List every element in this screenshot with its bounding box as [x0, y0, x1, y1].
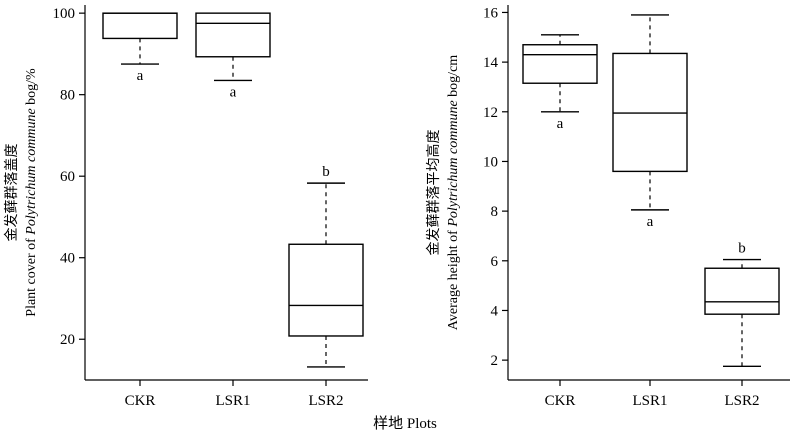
- significance-label: a: [557, 116, 564, 132]
- iqr-box: [288, 243, 364, 337]
- y-axis-title-zh: 金发藓群落盖度: [4, 144, 20, 242]
- y-tick-label: 40: [60, 251, 75, 267]
- panel-plant-cover: 20 40 60 80 100 CKR LSR1 LSR2 a a b 金发藓群落盖度 Plant co…: [4, 5, 368, 409]
- box-ckr: a: [522, 34, 598, 132]
- box-lsr2: b: [288, 164, 364, 368]
- y-axis-title-en: Average height of Polytrichum commune bo…: [446, 55, 461, 330]
- y-tick-label: 100: [53, 6, 76, 22]
- significance-label: b: [322, 164, 330, 180]
- significance-label: a: [230, 84, 237, 100]
- y-tick-label: 6: [491, 254, 499, 270]
- iqr-box: [704, 267, 780, 315]
- iqr-box: [102, 12, 178, 40]
- y-tick-label: 4: [491, 303, 499, 319]
- y-tick-label: 8: [491, 204, 499, 220]
- y-axis-title-en-species: Polytrichum commune: [446, 100, 461, 227]
- significance-label: a: [137, 68, 144, 84]
- iqr-box: [522, 44, 598, 84]
- panel-average-height: 2 4 6 8 10 12 14 16 CKR LSR1 LSR2 a a b 金发藓群落平均高度 Avera…: [425, 5, 790, 409]
- y-tick-label: 16: [483, 5, 499, 21]
- box-lsr1: a: [612, 14, 688, 230]
- y-tick-label: 2: [491, 353, 499, 369]
- iqr-box: [195, 12, 271, 58]
- y-axis-title-en-suffix: bog/%: [24, 68, 39, 108]
- x-tick-label: CKR: [545, 393, 576, 409]
- x-tick-label: CKR: [125, 393, 156, 409]
- y-axis-title-en-prefix: Plant cover of: [24, 235, 39, 317]
- x-tick-label: LSR2: [724, 393, 759, 409]
- x-tick-label: LSR1: [215, 393, 250, 409]
- box-ckr: a: [102, 12, 178, 84]
- y-tick-label: 10: [483, 154, 498, 170]
- y-tick-label: 80: [60, 88, 75, 104]
- y-tick-label: 12: [483, 105, 498, 121]
- y-axis-title-en-suffix: bog/cm: [446, 55, 461, 101]
- y-axis-title-en-prefix: Average height of: [446, 227, 461, 331]
- significance-label: a: [647, 214, 654, 230]
- box-lsr1: a: [195, 12, 271, 100]
- y-axis-title-en-species: Polytrichum commune: [24, 108, 39, 235]
- y-axis-title-zh: 金发藓群落平均高度: [425, 130, 442, 256]
- box-lsr2: b: [704, 241, 780, 368]
- x-axis-title: 样地 Plots: [373, 415, 437, 432]
- x-tick-label: LSR2: [308, 393, 343, 409]
- y-tick-label: 20: [60, 332, 75, 348]
- y-tick-label: 14: [483, 55, 499, 71]
- y-axis-title-en: Plant cover of Polytrichum commune bog/%: [24, 68, 39, 317]
- y-tick-label: 60: [60, 169, 75, 185]
- x-tick-label: LSR1: [632, 393, 667, 409]
- significance-label: b: [738, 241, 746, 257]
